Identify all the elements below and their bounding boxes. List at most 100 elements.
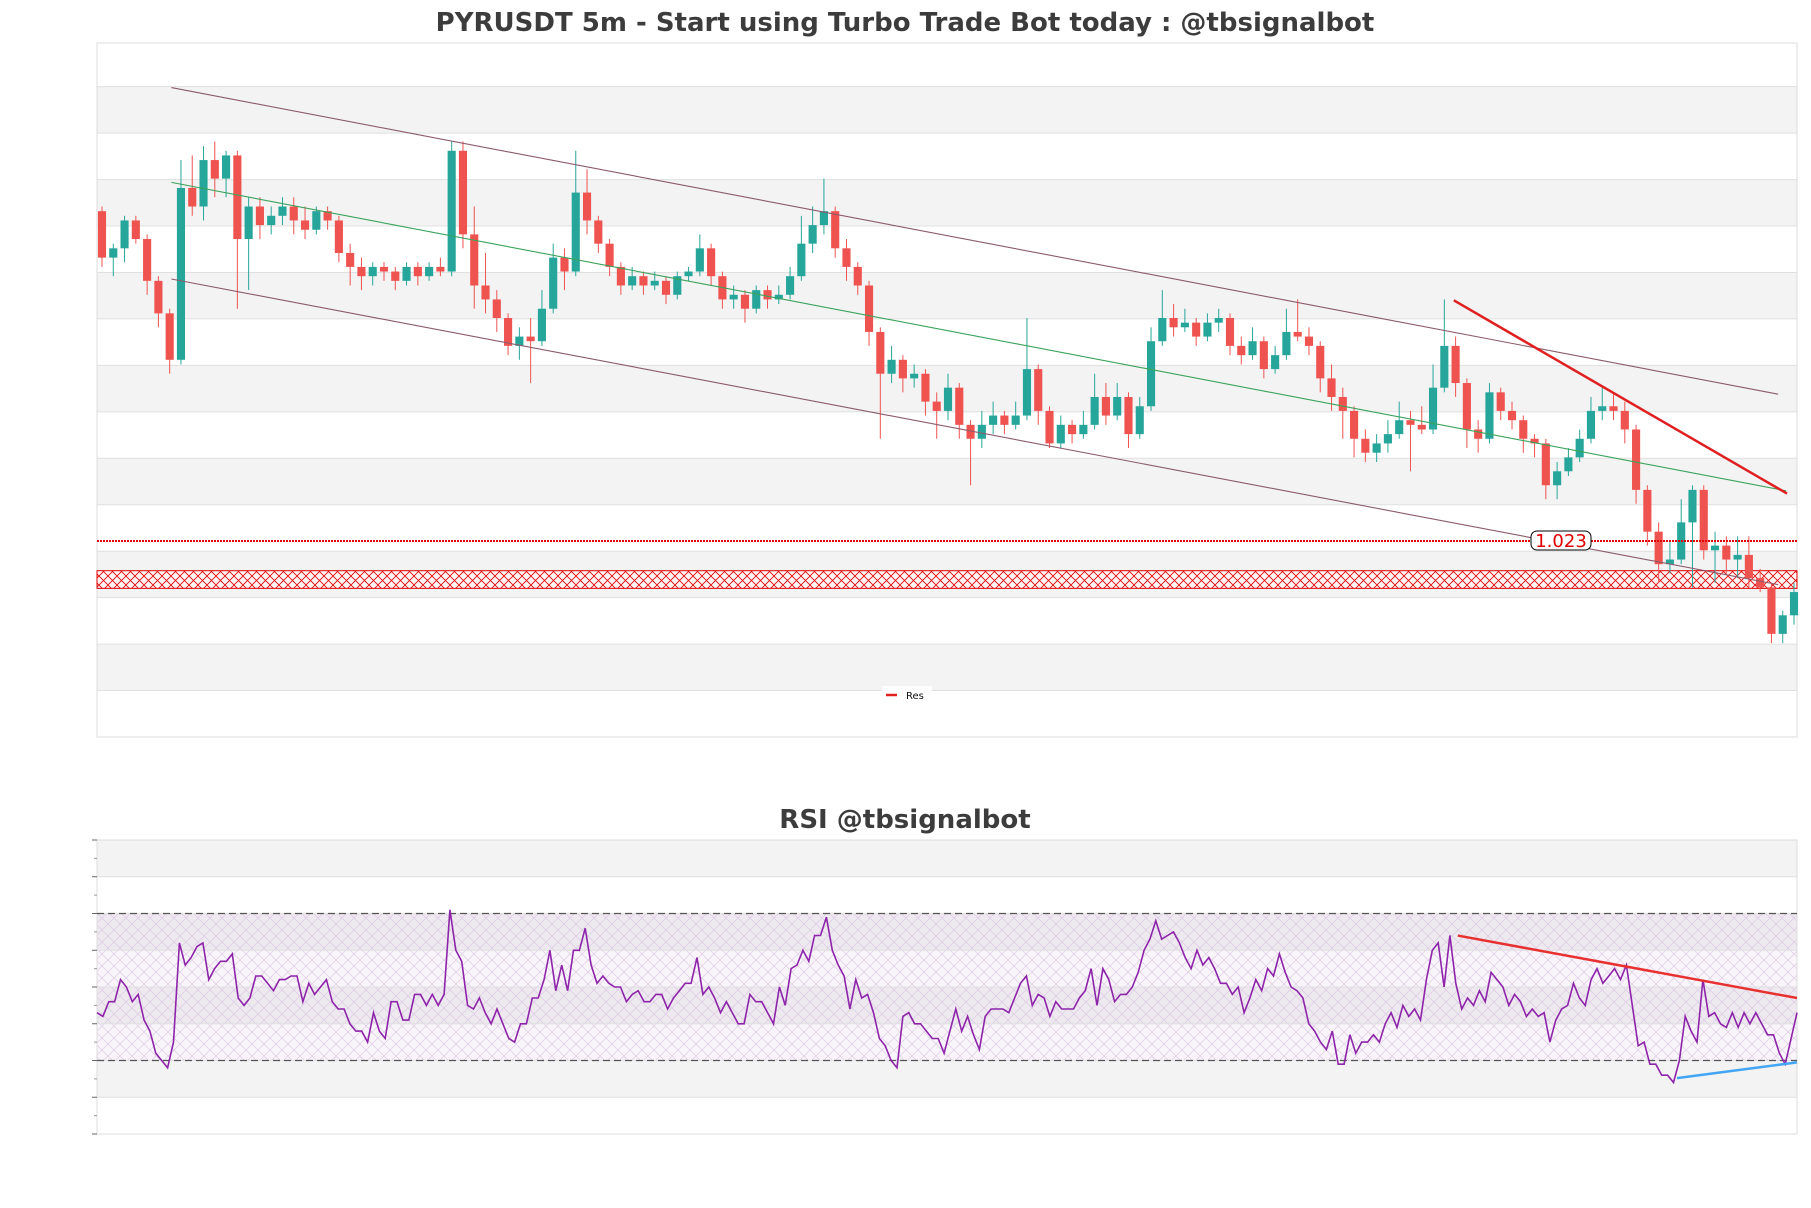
candle-body [673, 276, 682, 295]
candle [1090, 373, 1099, 430]
candle [1135, 396, 1144, 439]
candle [1541, 438, 1550, 500]
candle-body [1530, 438, 1539, 444]
candle-body [120, 220, 129, 249]
candle-body [1643, 489, 1652, 532]
candle-body [921, 373, 930, 402]
candle [334, 215, 343, 263]
candle [537, 290, 546, 346]
candle-body [831, 211, 840, 249]
candle [1327, 364, 1336, 411]
candle-body [1586, 410, 1596, 439]
candle-body [582, 192, 592, 221]
candle [1530, 434, 1539, 458]
candle [1519, 415, 1528, 453]
candle-body [605, 243, 614, 267]
candle-body [1338, 396, 1347, 411]
candle [1068, 420, 1077, 444]
candle [1304, 327, 1314, 356]
support-zone [96, 570, 1798, 589]
candle-body [233, 155, 242, 240]
candle-body [943, 387, 953, 411]
candle [1564, 448, 1573, 476]
candle [1237, 336, 1246, 365]
candle [233, 150, 242, 309]
candle-body [289, 206, 298, 221]
candle-body [1045, 410, 1054, 444]
candle-body [616, 266, 625, 286]
candle [1485, 383, 1494, 444]
candle [470, 206, 479, 309]
candle-body [1654, 531, 1663, 565]
candle-body [402, 266, 411, 281]
candle-body [255, 206, 264, 226]
candle-body [222, 155, 231, 179]
candle [1462, 378, 1471, 449]
candle [1113, 383, 1122, 421]
candle [1316, 341, 1325, 393]
channel-lower-line [171, 278, 1779, 586]
candle-body [1146, 341, 1156, 407]
main-grid-bands [97, 86, 1797, 738]
candle-body [695, 248, 704, 272]
candle [864, 280, 874, 346]
candle-body [639, 276, 648, 286]
candle-body [1237, 345, 1246, 356]
candle [1124, 392, 1133, 449]
candle [1665, 540, 1674, 574]
candle-body [470, 234, 479, 286]
candle [1169, 304, 1178, 337]
candle [1214, 308, 1223, 332]
price-level: 1.023 [97, 530, 1797, 552]
candle [1643, 485, 1652, 546]
candle-body [1462, 383, 1471, 430]
candle-body [1485, 392, 1494, 439]
rsi-support-line [1676, 1061, 1798, 1080]
main-plot-frame [96, 42, 1798, 738]
candle-body [1090, 396, 1099, 425]
candle [1225, 313, 1235, 356]
candle-body [492, 299, 501, 318]
candle-body [1101, 396, 1110, 416]
candle-body [786, 276, 795, 295]
candle [413, 262, 422, 286]
candle [1011, 401, 1020, 430]
candle-body [154, 280, 163, 314]
candle-body [797, 243, 806, 277]
candle [1034, 364, 1043, 425]
candle [819, 178, 828, 235]
candle [436, 257, 445, 277]
candle [774, 285, 783, 305]
candle [165, 308, 174, 374]
candle-body [966, 424, 975, 439]
rsi-chart-title: RSI @tbsignalbot [779, 805, 1030, 835]
candle-body [1710, 545, 1720, 551]
candle [932, 392, 941, 439]
candle-body [176, 187, 186, 360]
candle-body [910, 373, 919, 379]
candle-body [244, 206, 253, 240]
candle [368, 262, 377, 286]
candle-body [1632, 429, 1641, 490]
candle-body [1203, 322, 1212, 337]
candle [1406, 410, 1415, 472]
candle-body [955, 387, 964, 425]
candle [1575, 429, 1584, 463]
candle-body [458, 150, 468, 235]
candle-body [278, 206, 287, 216]
candle-body [1293, 331, 1302, 337]
candle [481, 252, 490, 314]
candle [1259, 336, 1268, 379]
candle-body [1496, 392, 1505, 411]
candle [1474, 420, 1483, 453]
candle [1553, 462, 1562, 500]
candle-body [1406, 420, 1415, 425]
candle [492, 290, 501, 332]
candle-body [1665, 559, 1674, 565]
legend: Res [882, 686, 932, 704]
candle-body [312, 211, 321, 230]
candle-body [1034, 369, 1043, 411]
candle [289, 197, 298, 235]
candle [1609, 392, 1618, 421]
candle-body [447, 150, 456, 272]
